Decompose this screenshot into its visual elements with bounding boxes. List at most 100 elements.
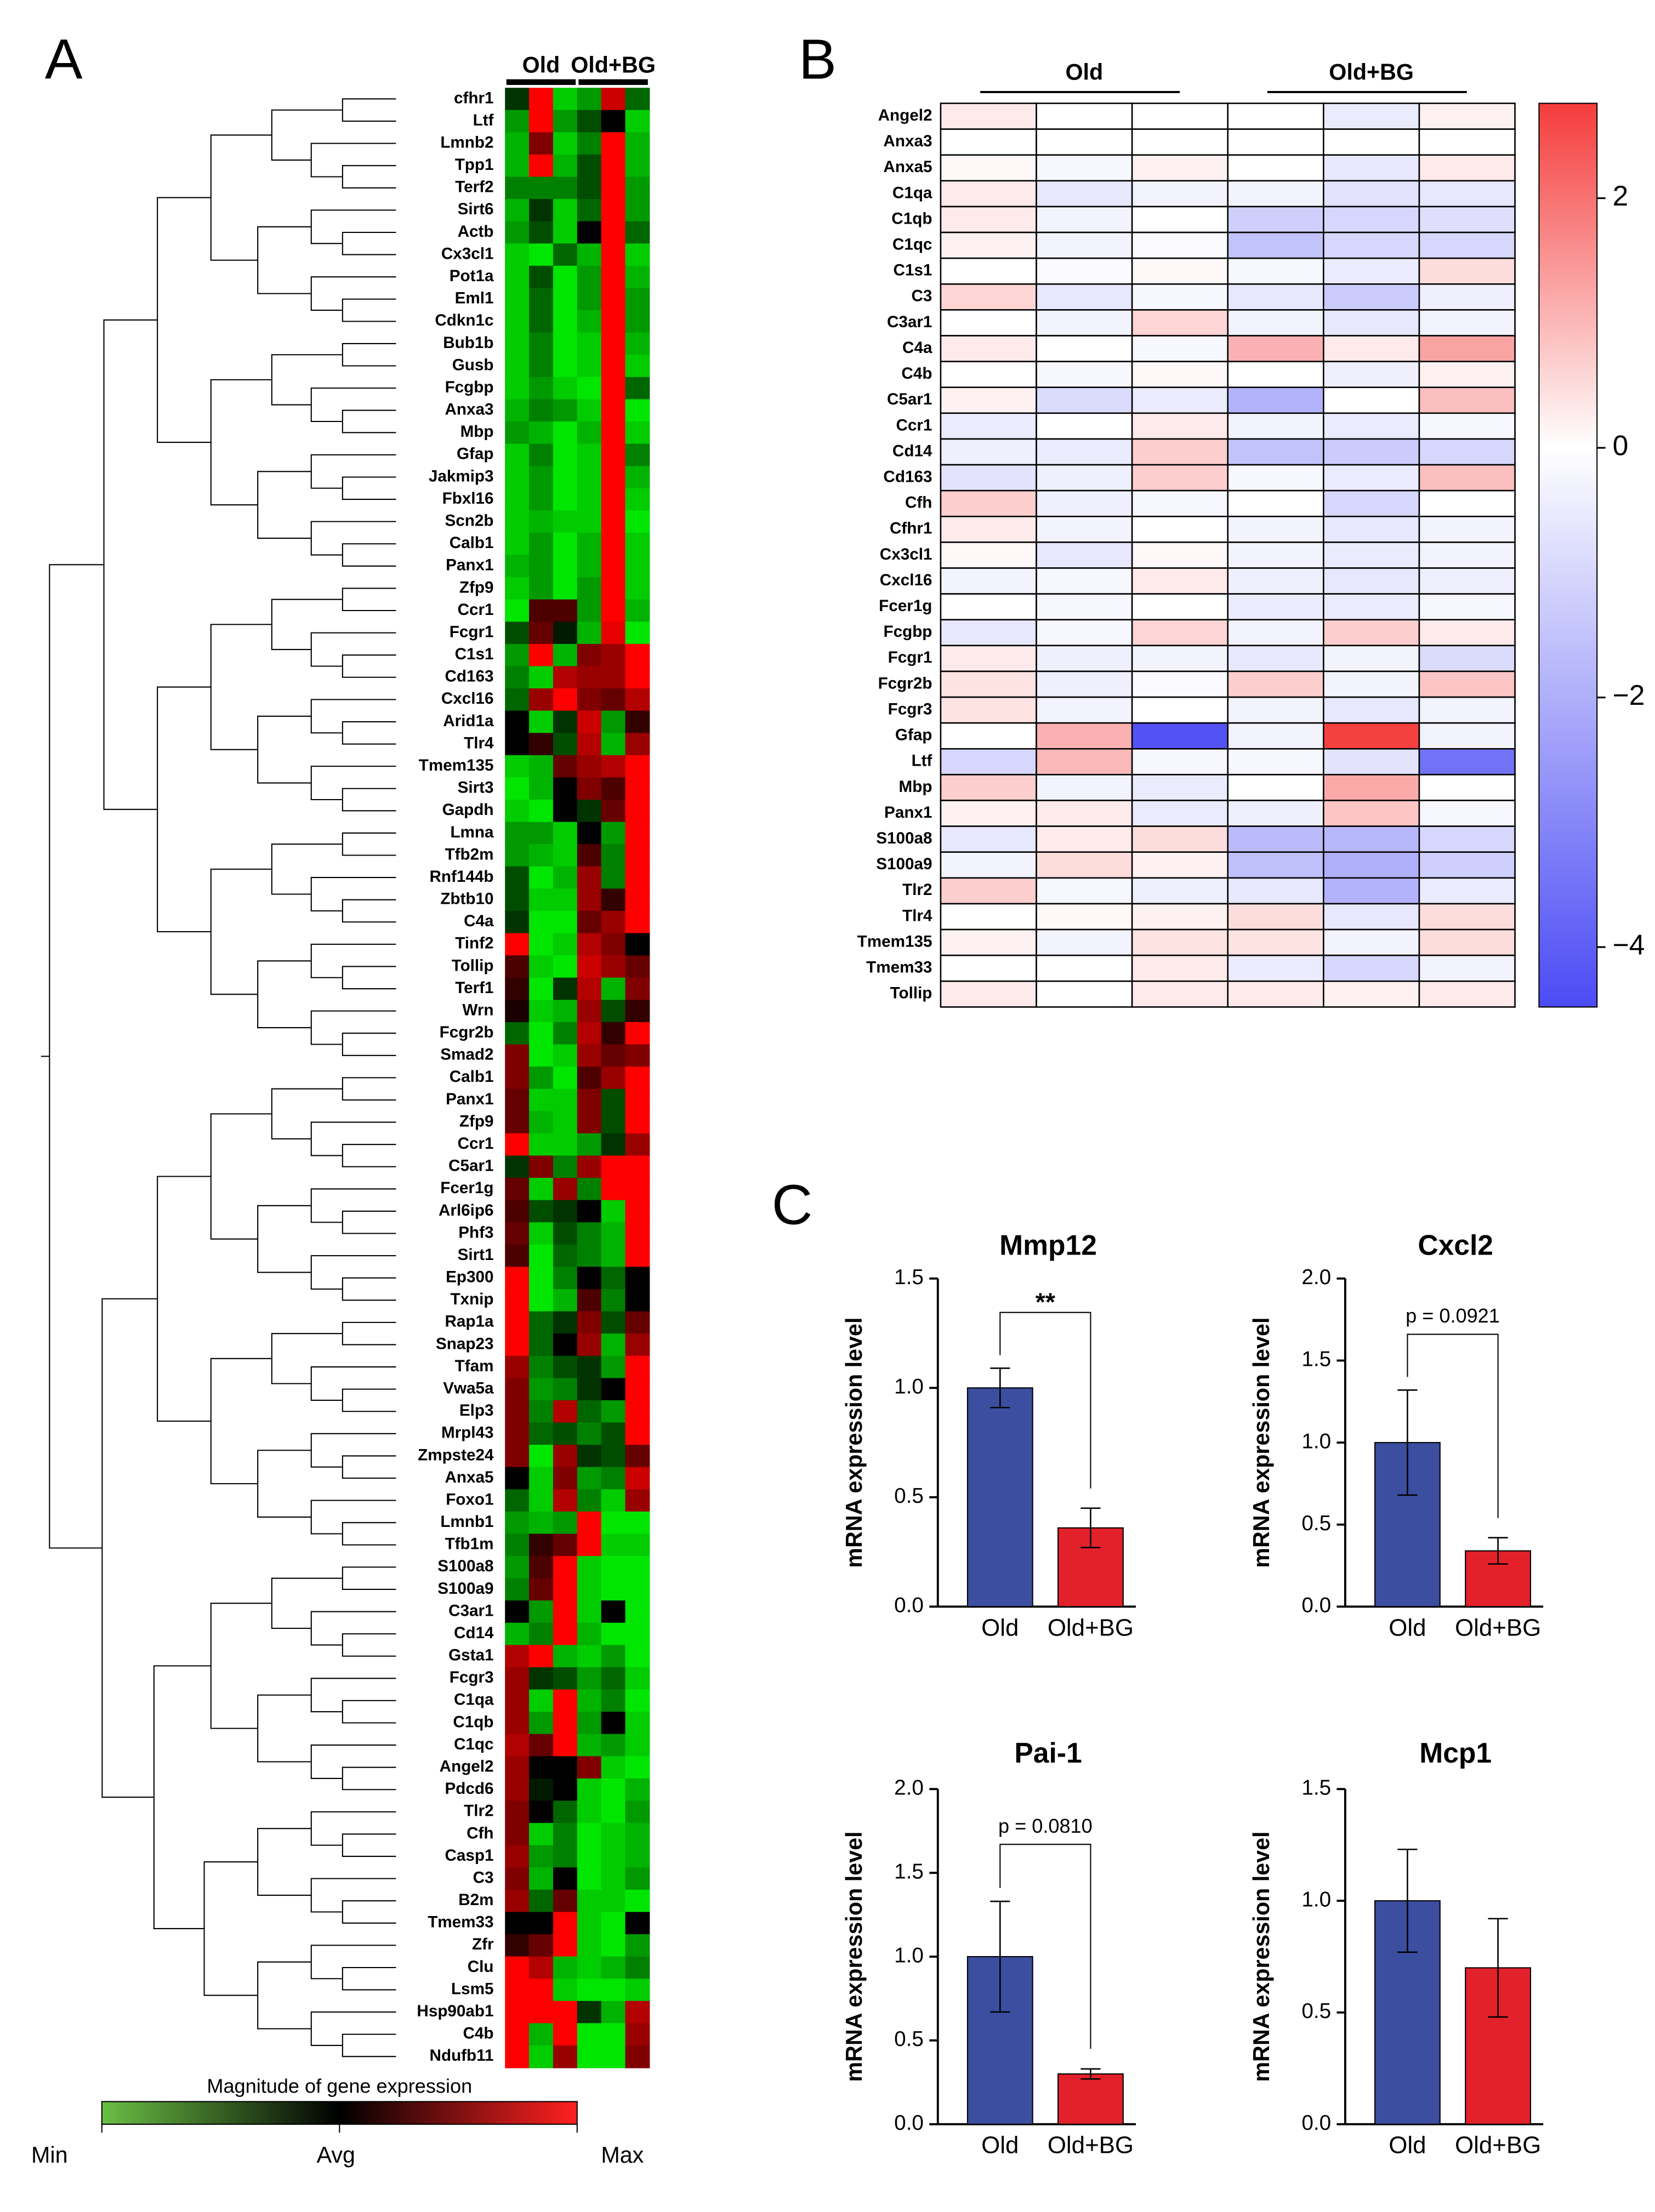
heatmap-cell [601,1556,626,1579]
heatmap-cell [529,1022,554,1045]
heatmap-cell [577,1734,602,1757]
heatmap-cell [529,399,554,423]
heatmap-cell [1036,489,1133,517]
dendrogram-branch [271,843,343,895]
heatmap-cell [1418,980,1516,1008]
heatmap-cell [625,243,650,266]
heatmap-cell [940,180,1037,208]
heatmap-cell [529,866,554,890]
heatmap-cell [577,755,602,778]
heatmap-cell [601,622,626,645]
heatmap-cell [625,1533,650,1557]
heatmap-cell [601,510,626,533]
heatmap-cell [1323,670,1420,698]
heatmap-cell [577,443,602,467]
heatmap-cell [529,1311,554,1335]
heatmap-cell [577,1244,602,1268]
heatmap-cell [1036,670,1133,698]
heatmap-cell [601,88,626,111]
heatmap-cell [625,310,650,333]
row-label: Gfap [895,726,932,744]
heatmap-cell [1036,593,1133,621]
colorbar-title: Magnitude of gene expression [207,2074,472,2097]
dendrogram-branch [342,721,396,745]
heatmap-cell [1036,696,1133,724]
heatmap-cell [505,1934,530,1957]
heatmap-cell [1131,670,1229,698]
heatmap-cell [1418,593,1516,621]
heatmap-cell [553,221,578,244]
heatmap-cell [529,844,554,867]
heatmap-cell [1131,206,1229,233]
dendrogram-branch [310,1188,396,1223]
error-bar [990,1367,1010,1409]
heatmap-cell [1323,128,1420,156]
heatmap-cell [505,1378,530,1401]
heatmap-cell [1227,877,1324,905]
heatmap-cell [505,822,530,845]
colorbar-tick-label: −4 [1613,929,1645,961]
dendrogram-branch [210,1113,272,1240]
dendrogram-branch [342,1277,396,1301]
chart-title: Mcp1 [1419,1737,1492,1769]
heatmap-cell [625,154,650,178]
panel-label: B [799,28,837,91]
heatmap-cell [577,1979,602,2002]
heatmap-cell [1323,257,1420,285]
heatmap-cell [529,1556,554,1579]
heatmap-cell [553,822,578,845]
heatmap-cell [505,176,530,200]
heatmap-cell [529,1289,554,1312]
heatmap-cell [1323,386,1420,414]
y-tick-label: 0.0 [1301,1594,1331,1617]
dendrogram-branch [210,624,272,750]
heatmap-cell [601,1178,626,1201]
heatmap-cell [625,1467,650,1490]
dendrogram-branch [257,226,311,294]
heatmap-cell [1036,748,1133,776]
dendrogram-branch [310,1678,396,1713]
heatmap-cell [505,844,530,867]
y-tick-label: 0.0 [1301,2111,1331,2135]
heatmap-cell [625,265,650,289]
heatmap-cell [577,1200,602,1223]
heatmap-cell [1323,102,1420,130]
heatmap-cell [505,443,530,467]
heatmap-cell [1418,851,1516,879]
heatmap-cell [505,1289,530,1312]
heatmap-cell [1227,980,1324,1008]
colorbar-tick-label: −2 [1613,679,1645,711]
heatmap-cell [553,288,578,311]
heatmap-cell [1227,154,1324,182]
heatmap-cell [940,361,1037,389]
dendrogram-branch [310,1500,396,1535]
heatmap-cell [625,1333,650,1356]
heatmap-cell [1418,696,1516,724]
heatmap-cell [601,800,626,823]
heatmap-cell [601,1133,626,1156]
heatmap-cell [577,800,602,823]
heatmap-cell [577,2000,602,2024]
heatmap-cell [1036,154,1133,182]
heatmap-cell [529,1533,554,1557]
row-label: Vwa5a [443,1379,494,1397]
heatmap-cell [1323,825,1420,853]
heatmap-cell [505,1823,530,1846]
dendrogram-branch [210,134,272,261]
heatmap-cell [529,955,554,978]
heatmap-cell [1131,283,1229,311]
dendrogram-branch [310,766,396,801]
heatmap-cell [1131,954,1229,982]
heatmap-cell [577,355,602,378]
heatmap-cell [625,1645,650,1668]
heatmap-cell [1418,800,1516,827]
heatmap-cell [1036,438,1133,466]
row-label: Fcgr2b [878,674,932,692]
row-label: Tpp1 [455,156,494,174]
row-label: C1s1 [894,261,932,280]
heatmap-cell [625,688,650,711]
heatmap-cell [505,1511,530,1535]
heatmap-cell [529,622,554,645]
heatmap-cell [529,710,554,734]
row-label: Sirt6 [458,200,494,218]
